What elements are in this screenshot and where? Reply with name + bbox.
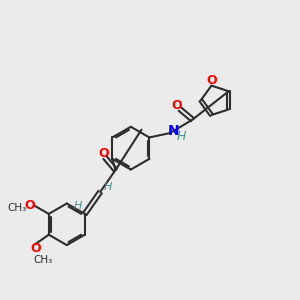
Text: CH₃: CH₃	[33, 254, 52, 265]
Text: O: O	[24, 199, 35, 212]
Text: O: O	[206, 74, 217, 87]
Text: N: N	[168, 124, 179, 138]
Text: O: O	[30, 242, 41, 255]
Text: H: H	[177, 130, 186, 143]
Text: CH₃: CH₃	[8, 203, 27, 213]
Text: H: H	[74, 202, 82, 212]
Text: O: O	[98, 147, 109, 160]
Text: O: O	[171, 99, 182, 112]
Text: H: H	[103, 182, 112, 192]
